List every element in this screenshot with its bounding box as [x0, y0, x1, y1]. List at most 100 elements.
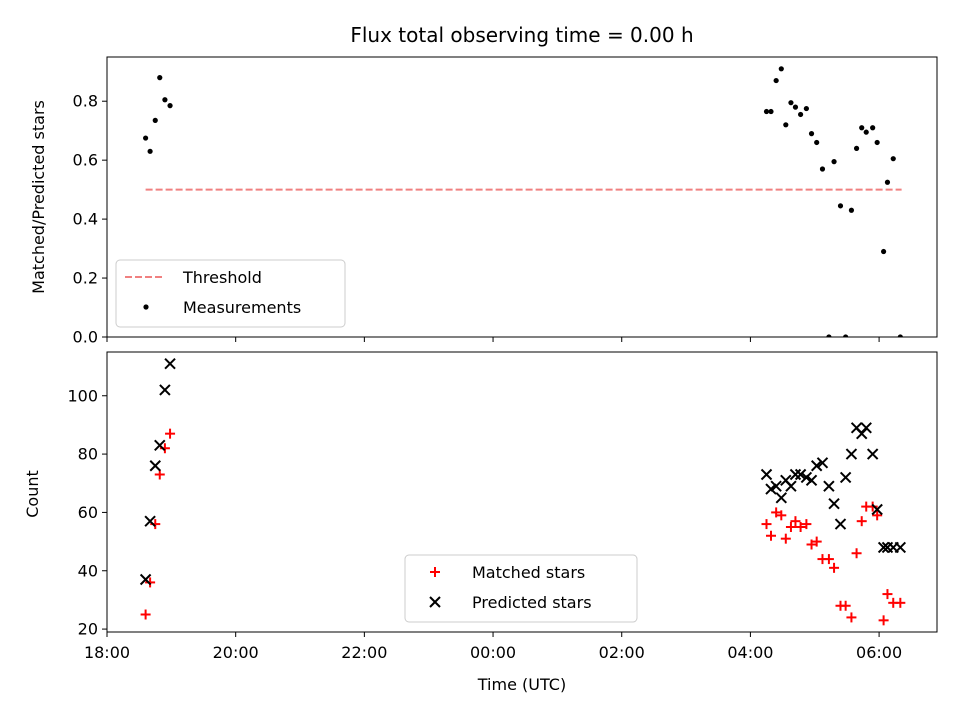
- measurement-point: [167, 103, 173, 109]
- matched-stars-point: [829, 562, 840, 573]
- measurement-point: [819, 166, 826, 172]
- matched-stars-point: [878, 615, 889, 626]
- measurement-point: [763, 108, 770, 115]
- top-y-axis-label: Matched/Predicted stars: [29, 100, 48, 294]
- matched-stars-point: [806, 539, 817, 550]
- predicted-stars-point: [866, 448, 879, 460]
- predicted-stars-point: [871, 503, 883, 516]
- measurement-point: [773, 77, 779, 84]
- predicted-stars-point: [159, 384, 171, 396]
- matched-stars-point: [811, 536, 822, 547]
- predicted-stars-point: [149, 460, 161, 472]
- top-legend-label: Threshold: [182, 268, 262, 287]
- measurement-point: [147, 148, 153, 154]
- top-axes-frame: [106, 56, 938, 338]
- bottom-panel: 20 40 60 80 100 18:00 20:00 22:00 00:00 02:00 04:0…: [67, 351, 938, 662]
- matched-stars-point: [872, 510, 883, 521]
- legend-measurement-swatch: [143, 304, 149, 310]
- measurement-point: [874, 139, 880, 146]
- matched-stars-point: [766, 530, 776, 541]
- predicted-stars-point: [144, 515, 156, 527]
- measurement-point: [162, 97, 168, 103]
- measurement-point: [848, 207, 855, 213]
- bottom-x-tick-label: 04:00: [727, 643, 773, 662]
- measurement-point: [831, 159, 837, 165]
- measurement-point: [783, 122, 789, 128]
- measurement-point: [778, 66, 784, 72]
- matched-stars-point: [801, 519, 812, 530]
- bottom-y-tick-label: 80: [78, 445, 98, 464]
- measurement-point: [768, 108, 774, 115]
- predicted-stars-point: [164, 357, 176, 370]
- measurement-point: [826, 334, 832, 337]
- predicted-stars-point: [860, 422, 872, 434]
- bottom-legend-item: Matched stars: [430, 563, 585, 582]
- bottom-y-tick-label: 100: [67, 386, 98, 405]
- measurement-point: [859, 125, 865, 131]
- matched-stars-point: [790, 516, 801, 527]
- predicted-stars-point: [845, 448, 858, 460]
- bottom-axes-frame: [106, 351, 938, 633]
- bottom-x-tick-label: 00:00: [470, 643, 516, 662]
- predicted-stars-point: [775, 492, 788, 504]
- predicted-stars-point: [139, 573, 152, 586]
- top-y-tick-label: 0.8: [73, 92, 98, 111]
- predicted-stars-point: [816, 457, 829, 469]
- bottom-x-tick-label: 06:00: [856, 643, 902, 662]
- matched-stars-point: [165, 428, 176, 439]
- top-panel: 0.0 0.2 0.4 0.6 0.8 Threshold Measurements: [73, 56, 938, 347]
- bottom-legend-label: Predicted stars: [472, 593, 592, 612]
- predicted-stars-point: [770, 480, 782, 492]
- matched-stars-point: [840, 600, 851, 611]
- bottom-legend: Matched stars Predicted stars: [404, 554, 638, 623]
- measurement-point: [814, 139, 820, 146]
- predicted-stars-point: [834, 518, 847, 530]
- top-legend-label: Measurements: [183, 298, 301, 317]
- measurement-point: [890, 156, 896, 162]
- bottom-y-tick-label: 60: [78, 503, 98, 522]
- predicted-stars-point: [828, 497, 840, 510]
- matched-stars-point: [771, 507, 782, 518]
- measurement-point: [143, 135, 149, 141]
- top-y-tick-label: 0.6: [73, 151, 98, 170]
- matched-stars-point: [780, 533, 791, 544]
- measurement-point: [797, 111, 804, 118]
- top-legend-item: Threshold: [125, 268, 262, 287]
- matched-stars-point: [882, 589, 893, 600]
- bottom-y-axis-label: Count: [23, 470, 42, 518]
- bottom-plot-area: [139, 357, 907, 626]
- predicted-stars-point: [805, 474, 818, 487]
- bottom-x-tick-label: 22:00: [341, 643, 387, 662]
- measurement-point: [792, 104, 799, 110]
- predicted-stars-point: [823, 480, 835, 492]
- bottom-x-tick-label: 02:00: [599, 643, 645, 662]
- bottom-x-tick-label: 18:00: [84, 643, 130, 662]
- top-legend-item: Measurements: [143, 298, 301, 317]
- matched-stars-point: [776, 510, 787, 521]
- matched-stars-point: [140, 609, 151, 620]
- measurement-point: [884, 179, 891, 185]
- bottom-legend-label: Matched stars: [472, 563, 585, 582]
- predicted-stars-point: [794, 468, 807, 481]
- predicted-stars-point: [894, 541, 907, 554]
- bottom-y-tick-label: 40: [78, 561, 98, 580]
- matched-stars-point: [856, 516, 867, 527]
- measurement-point: [843, 334, 849, 337]
- measurement-point: [853, 145, 860, 151]
- bottom-legend-item: Predicted stars: [429, 593, 592, 612]
- top-y-tick-label: 0.0: [73, 328, 98, 347]
- predicted-stars-point: [839, 471, 852, 484]
- measurement-point: [880, 248, 887, 255]
- predicted-stars-point: [785, 480, 797, 492]
- measurement-point: [803, 105, 809, 112]
- matched-stars-point: [823, 554, 834, 565]
- x-axis-label: Time (UTC): [477, 675, 566, 694]
- measurement-point: [897, 334, 903, 337]
- bottom-x-tick-label: 20:00: [213, 643, 259, 662]
- predicted-stars-point: [154, 439, 166, 452]
- matched-stars-point: [785, 522, 796, 532]
- predicted-stars-point: [760, 468, 773, 481]
- matched-stars-point: [761, 519, 772, 530]
- measurement-point: [788, 100, 794, 106]
